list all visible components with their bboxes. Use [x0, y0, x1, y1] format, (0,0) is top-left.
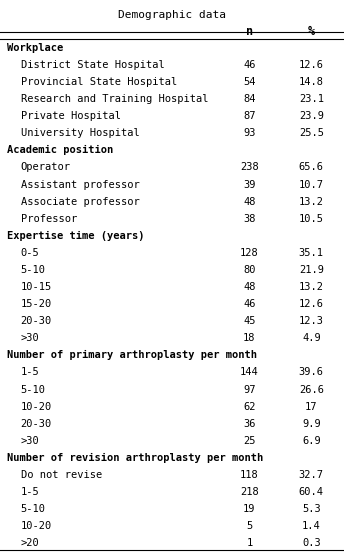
Text: 46: 46	[243, 299, 256, 309]
Text: Do not revise: Do not revise	[21, 470, 102, 480]
Text: 25.5: 25.5	[299, 129, 324, 138]
Text: 15-20: 15-20	[21, 299, 52, 309]
Text: >20: >20	[21, 538, 40, 548]
Text: 20-30: 20-30	[21, 419, 52, 429]
Text: 48: 48	[243, 197, 256, 207]
Text: University Hospital: University Hospital	[21, 129, 139, 138]
Text: 9.9: 9.9	[302, 419, 321, 429]
Text: Associate professor: Associate professor	[21, 197, 139, 207]
Text: 18: 18	[243, 334, 256, 343]
Text: Academic position: Academic position	[7, 145, 113, 155]
Text: 5-10: 5-10	[21, 265, 46, 275]
Text: Assistant professor: Assistant professor	[21, 179, 139, 189]
Text: 87: 87	[243, 111, 256, 121]
Text: 13.2: 13.2	[299, 282, 324, 292]
Text: n: n	[246, 25, 253, 38]
Text: 35.1: 35.1	[299, 248, 324, 258]
Text: 1-5: 1-5	[21, 487, 40, 497]
Text: Expertise time (years): Expertise time (years)	[7, 231, 144, 241]
Text: 5-10: 5-10	[21, 504, 46, 514]
Text: 17: 17	[305, 402, 318, 412]
Text: Number of primary arthroplasty per month: Number of primary arthroplasty per month	[7, 350, 257, 360]
Text: 144: 144	[240, 367, 259, 377]
Text: Workplace: Workplace	[7, 43, 63, 53]
Text: District State Hospital: District State Hospital	[21, 60, 164, 70]
Text: 10.7: 10.7	[299, 179, 324, 189]
Text: 46: 46	[243, 60, 256, 70]
Text: 62: 62	[243, 402, 256, 412]
Text: 93: 93	[243, 129, 256, 138]
Text: 10-15: 10-15	[21, 282, 52, 292]
Text: 10.5: 10.5	[299, 214, 324, 224]
Text: 60.4: 60.4	[299, 487, 324, 497]
Text: 12.6: 12.6	[299, 299, 324, 309]
Text: 54: 54	[243, 77, 256, 87]
Text: 45: 45	[243, 316, 256, 326]
Text: 32.7: 32.7	[299, 470, 324, 480]
Text: 84: 84	[243, 94, 256, 104]
Text: 14.8: 14.8	[299, 77, 324, 87]
Text: 238: 238	[240, 162, 259, 172]
Text: 1-5: 1-5	[21, 367, 40, 377]
Text: 128: 128	[240, 248, 259, 258]
Text: 36: 36	[243, 419, 256, 429]
Text: 80: 80	[243, 265, 256, 275]
Text: 23.1: 23.1	[299, 94, 324, 104]
Text: 10-20: 10-20	[21, 521, 52, 531]
Text: Private Hospital: Private Hospital	[21, 111, 121, 121]
Text: 0.3: 0.3	[302, 538, 321, 548]
Text: 39: 39	[243, 179, 256, 189]
Text: >30: >30	[21, 436, 40, 446]
Text: 0-5: 0-5	[21, 248, 40, 258]
Text: 19: 19	[243, 504, 256, 514]
Text: 4.9: 4.9	[302, 334, 321, 343]
Text: Professor: Professor	[21, 214, 77, 224]
Text: 39.6: 39.6	[299, 367, 324, 377]
Text: 13.2: 13.2	[299, 197, 324, 207]
Text: 65.6: 65.6	[299, 162, 324, 172]
Text: 1: 1	[246, 538, 252, 548]
Text: 10-20: 10-20	[21, 402, 52, 412]
Text: 6.9: 6.9	[302, 436, 321, 446]
Text: 38: 38	[243, 214, 256, 224]
Text: 12.3: 12.3	[299, 316, 324, 326]
Text: 25: 25	[243, 436, 256, 446]
Text: Research and Training Hospital: Research and Training Hospital	[21, 94, 208, 104]
Text: 97: 97	[243, 384, 256, 394]
Text: Demographic data: Demographic data	[118, 10, 226, 20]
Text: 218: 218	[240, 487, 259, 497]
Text: Provincial State Hospital: Provincial State Hospital	[21, 77, 177, 87]
Text: 23.9: 23.9	[299, 111, 324, 121]
Text: 48: 48	[243, 282, 256, 292]
Text: Operator: Operator	[21, 162, 71, 172]
Text: 21.9: 21.9	[299, 265, 324, 275]
Text: >30: >30	[21, 334, 40, 343]
Text: 5.3: 5.3	[302, 504, 321, 514]
Text: 26.6: 26.6	[299, 384, 324, 394]
Text: 118: 118	[240, 470, 259, 480]
Text: 12.6: 12.6	[299, 60, 324, 70]
Text: %: %	[308, 25, 315, 38]
Text: 5-10: 5-10	[21, 384, 46, 394]
Text: Number of revision arthroplasty per month: Number of revision arthroplasty per mont…	[7, 453, 263, 463]
Text: 5: 5	[246, 521, 252, 531]
Text: 20-30: 20-30	[21, 316, 52, 326]
Text: 1.4: 1.4	[302, 521, 321, 531]
